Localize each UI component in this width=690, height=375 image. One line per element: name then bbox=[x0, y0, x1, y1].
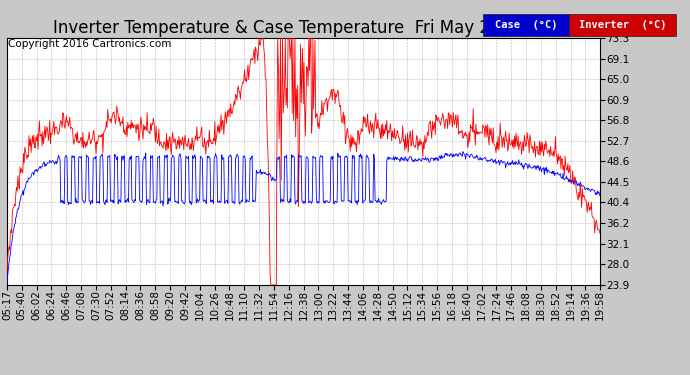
Text: Inverter  (°C): Inverter (°C) bbox=[579, 20, 667, 30]
Text: Copyright 2016 Cartronics.com: Copyright 2016 Cartronics.com bbox=[8, 39, 172, 50]
Title: Inverter Temperature & Case Temperature  Fri May 27 20:13: Inverter Temperature & Case Temperature … bbox=[53, 20, 554, 38]
Text: Case  (°C): Case (°C) bbox=[495, 20, 558, 30]
